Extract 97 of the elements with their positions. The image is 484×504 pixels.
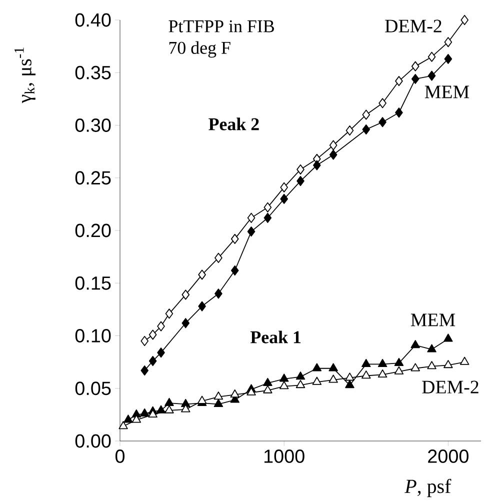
point xyxy=(328,363,338,372)
y-tick-label: 0.30 xyxy=(75,118,111,132)
point xyxy=(140,336,149,346)
point xyxy=(230,265,239,276)
point xyxy=(198,270,206,280)
y-tick-label: 0.05 xyxy=(75,382,111,396)
point xyxy=(394,358,404,366)
point xyxy=(157,348,165,358)
y-tick-label: 0.10 xyxy=(75,329,111,342)
point xyxy=(132,414,142,423)
y-tick-label: 0.15 xyxy=(75,276,111,290)
point xyxy=(444,334,453,342)
point xyxy=(378,117,386,128)
point xyxy=(263,385,272,394)
point xyxy=(148,330,157,340)
y-tick-label: 0.00 xyxy=(75,434,111,448)
point xyxy=(362,358,371,368)
point xyxy=(124,414,133,423)
series-label: MEM xyxy=(424,86,470,98)
point xyxy=(312,376,322,385)
point xyxy=(394,366,404,374)
point xyxy=(247,226,256,237)
y-tick-label: 0.20 xyxy=(75,224,111,238)
point xyxy=(263,378,272,386)
annotation: 70 deg F xyxy=(169,41,230,58)
point xyxy=(362,124,370,135)
point xyxy=(312,363,322,372)
point xyxy=(279,374,289,382)
point xyxy=(182,290,190,300)
x-tick-label: 1000 xyxy=(264,450,304,463)
point xyxy=(378,98,386,108)
point xyxy=(444,360,453,368)
point xyxy=(198,301,206,312)
point xyxy=(378,369,388,378)
y-tick-label: 0.35 xyxy=(75,66,111,80)
point xyxy=(164,398,174,406)
point xyxy=(214,398,224,408)
point xyxy=(410,340,420,348)
point xyxy=(395,76,403,86)
point xyxy=(247,212,256,223)
point xyxy=(460,14,468,26)
point xyxy=(427,344,436,352)
point xyxy=(362,370,371,379)
point xyxy=(157,321,165,332)
x-tick-label: 0 xyxy=(115,450,125,463)
point xyxy=(395,108,403,118)
point xyxy=(345,380,354,388)
point xyxy=(264,212,272,223)
series-label: DEM-2 xyxy=(385,20,442,32)
y-tick-label: 0.25 xyxy=(75,171,111,185)
y-axis-title: γ$_{k}$, μs$^{-1}$ xyxy=(14,48,36,104)
point xyxy=(444,54,452,64)
point xyxy=(296,176,304,186)
point xyxy=(444,37,452,48)
point xyxy=(264,202,272,212)
point xyxy=(329,150,338,160)
point xyxy=(140,408,150,416)
point xyxy=(296,380,306,388)
point xyxy=(214,392,224,400)
point xyxy=(296,372,306,380)
point xyxy=(428,70,436,81)
point xyxy=(230,234,239,244)
point xyxy=(410,363,420,372)
point xyxy=(280,182,288,192)
point xyxy=(148,356,157,366)
point xyxy=(362,110,370,120)
point xyxy=(378,358,388,368)
annotation: Peak 1 xyxy=(250,330,301,344)
point xyxy=(460,356,470,365)
point xyxy=(279,381,289,390)
point xyxy=(165,308,174,319)
point xyxy=(140,365,149,376)
point xyxy=(346,125,354,136)
point xyxy=(427,361,436,370)
point xyxy=(214,288,222,299)
x-axis-title: P, psf xyxy=(404,478,452,498)
point xyxy=(411,74,420,84)
point xyxy=(156,405,166,414)
point xyxy=(345,372,354,381)
point xyxy=(313,160,321,170)
series-label: MEM xyxy=(410,314,456,326)
y-tick-label: 0.40 xyxy=(75,13,111,27)
point xyxy=(280,194,288,204)
point xyxy=(182,318,190,328)
series-label: DEM-2 xyxy=(422,380,478,394)
point xyxy=(230,389,240,398)
x-tick-label: 2000 xyxy=(428,450,468,463)
point xyxy=(428,52,436,62)
annotation: Peak 2 xyxy=(208,118,259,130)
point xyxy=(296,164,304,175)
point xyxy=(118,421,128,430)
point xyxy=(214,252,222,263)
point xyxy=(164,405,174,414)
point xyxy=(328,374,338,383)
point xyxy=(329,140,338,150)
point xyxy=(411,61,420,72)
annotation: PtTFPP in FIB xyxy=(168,20,274,32)
